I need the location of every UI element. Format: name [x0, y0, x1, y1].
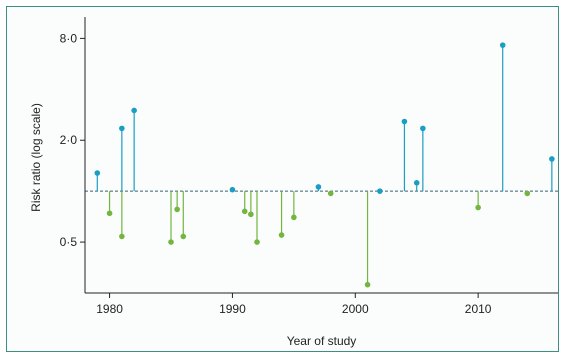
data-point	[413, 180, 420, 186]
data-point	[364, 281, 371, 288]
data-point	[420, 125, 426, 132]
x-tick-label: 1980	[96, 302, 123, 316]
data-point	[524, 190, 531, 197]
data-point	[168, 239, 174, 245]
data-point	[315, 184, 322, 190]
data-point	[119, 125, 125, 132]
data-point	[174, 206, 180, 213]
data-point	[106, 210, 113, 217]
axes-layer: 8·0 2·0 0·5 1980 1990 2000 2010	[60, 17, 558, 316]
data-point	[475, 204, 481, 211]
data-point	[549, 156, 555, 162]
data-point	[377, 188, 383, 194]
data-point	[278, 232, 285, 238]
data-point	[401, 118, 408, 125]
y-axis-title: Risk ratio (log scale)	[29, 103, 43, 212]
points-layer	[94, 42, 555, 288]
data-point	[254, 239, 260, 245]
data-point	[229, 186, 236, 193]
y-tick-label: 0·5	[60, 235, 78, 249]
x-tick-label: 1990	[219, 302, 246, 316]
data-point	[248, 211, 254, 218]
y-tick-label: 2·0	[60, 133, 78, 147]
data-point	[94, 170, 101, 176]
stems-layer	[96, 45, 553, 285]
y-tick-label: 8·0	[60, 31, 78, 45]
x-axis-title: Year of study	[287, 334, 357, 348]
x-tick-label: 2000	[342, 302, 369, 316]
data-point	[131, 107, 137, 114]
data-point	[327, 190, 334, 197]
data-point	[499, 42, 506, 48]
data-point	[291, 214, 297, 221]
data-point	[241, 208, 248, 215]
data-point	[119, 233, 125, 240]
chart-panel	[6, 6, 559, 352]
data-point	[180, 233, 187, 240]
x-tick-label: 2010	[465, 302, 492, 316]
